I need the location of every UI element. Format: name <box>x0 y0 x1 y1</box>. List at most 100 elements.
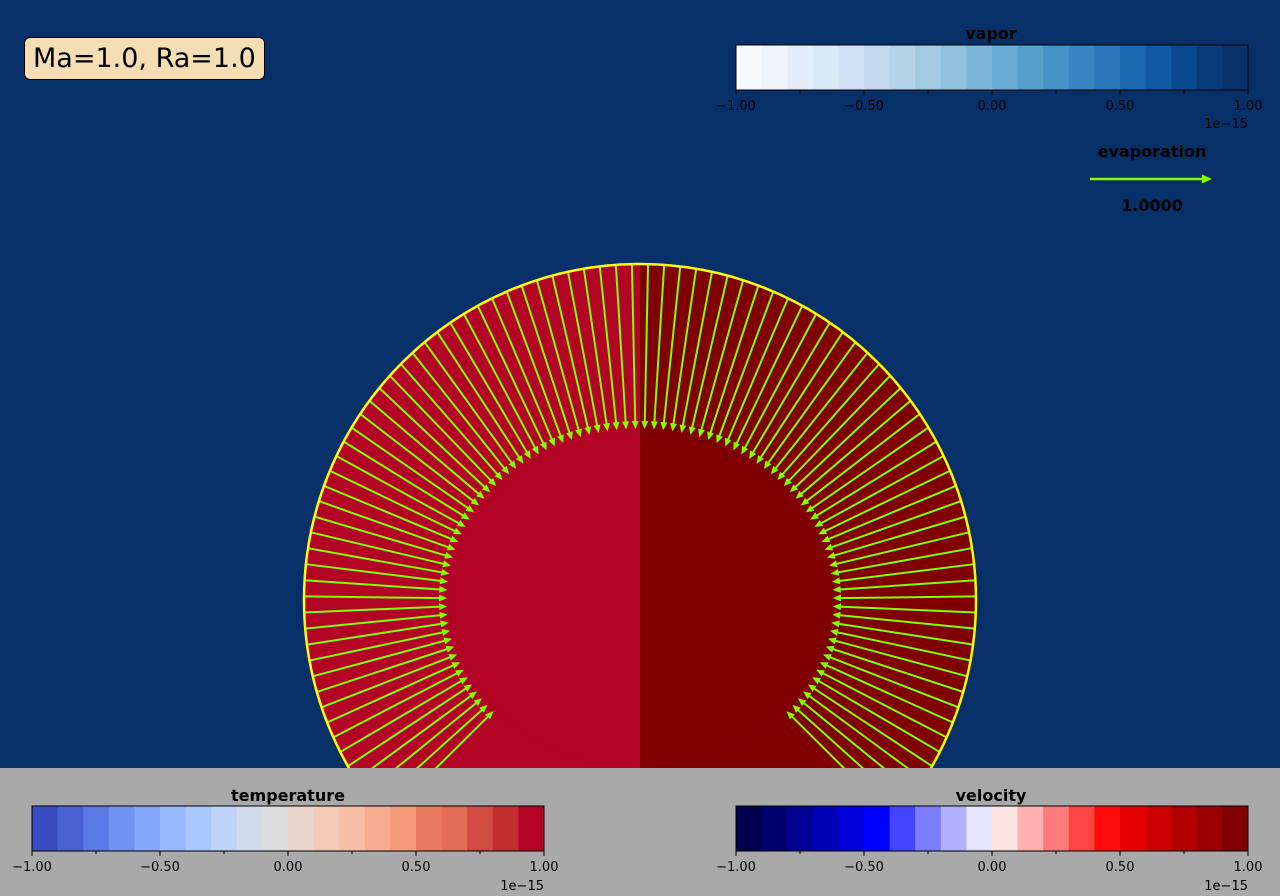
evaporation-arrow-head <box>465 504 475 513</box>
evaporation-arrow-head <box>548 437 555 447</box>
evaporation-arrow-head <box>641 420 649 430</box>
evaporation-arrow-head <box>485 711 494 720</box>
evaporation-arrow-head <box>805 504 815 513</box>
vapor-colorbar: vapor −1.00 −0.50 0.00 0.50 1.00 1e−15 <box>716 24 1262 132</box>
evaporation-arrow-head <box>451 662 461 669</box>
evaporation-arrow-head <box>819 662 829 669</box>
evaporation-arrow <box>378 387 489 491</box>
evaporation-arrow <box>598 266 618 428</box>
velocity-colorbar-cell <box>889 806 916 851</box>
temperature-colorbar-cell <box>134 806 161 851</box>
evaporation-arrow-head <box>501 465 510 475</box>
velocity-colorbar-tick-label: −0.50 <box>844 860 884 875</box>
evaporation-arrow <box>434 712 492 768</box>
evaporation-arrow-head <box>789 484 799 493</box>
evaporation-arrow-head <box>816 669 825 677</box>
evaporation-arrow <box>351 426 473 512</box>
evaporation-arrow-head <box>749 450 757 459</box>
evaporation-arrow-head <box>479 704 488 713</box>
temperature-colorbar: temperature −1.00 −0.50 0.00 0.50 1.00 1e−15 <box>12 786 558 894</box>
velocity-colorbar-tick-label: 0.00 <box>978 860 1007 875</box>
evaporation-arrow-head <box>795 490 804 499</box>
temperature-colorbar-cell <box>390 806 417 851</box>
evaporation-arrow-head <box>825 645 835 653</box>
vapor-colorbar-cell <box>992 45 1019 90</box>
evaporation-arrow-head <box>612 421 620 431</box>
vapor-colorbar-cell <box>1043 45 1070 90</box>
evaporation-arrow <box>829 515 966 558</box>
evaporation-arrow <box>831 531 970 566</box>
evaporation-arrow-head <box>468 691 477 699</box>
temperature-colorbar-cell <box>416 806 443 851</box>
evaporation-arrow <box>832 630 971 662</box>
temperature-colorbar-title: temperature <box>231 786 345 805</box>
evaporation-arrow <box>423 341 516 468</box>
evaporation-arrow-head <box>593 424 601 433</box>
temperature-colorbar-tick-label: 0.50 <box>402 860 431 875</box>
vapor-colorbar-cell <box>838 45 865 90</box>
evaporation-arrow <box>764 341 857 468</box>
temperature-colorbar-cell <box>364 806 391 851</box>
temperature-colorbar-cell <box>313 806 340 851</box>
evaporation-arrow-head <box>824 543 834 551</box>
evaporation-key: evaporation 1.0000 <box>1090 142 1212 215</box>
evaporation-arrow <box>326 662 458 724</box>
evaporation-arrow <box>835 605 976 614</box>
vapor-colorbar-cell <box>966 45 993 90</box>
evaporation-arrow-head <box>461 512 470 520</box>
vapor-colorbar-cell <box>1017 45 1044 90</box>
evaporation-arrow-head <box>476 490 485 499</box>
evaporation-arrow-head <box>622 421 630 430</box>
evaporation-arrow-head <box>756 455 764 464</box>
temperature-colorbar-tick-label: −0.50 <box>140 860 180 875</box>
evaporation-arrow <box>582 268 609 429</box>
evaporation-arrow-head <box>733 441 740 451</box>
evaporation-arrow <box>804 692 910 768</box>
velocity-colorbar-cell <box>1145 806 1172 851</box>
evaporation-arrow <box>807 426 929 512</box>
evaporation-arrow-head <box>829 628 839 636</box>
evaporation-arrow-head <box>453 527 462 535</box>
vapor-colorbar-tick-label: −1.00 <box>716 99 756 114</box>
evaporation-arrow-head <box>670 422 677 432</box>
temperature-colorbar-cell <box>32 806 59 851</box>
velocity-colorbar-cell <box>1171 806 1198 851</box>
evaporation-arrow <box>823 484 957 542</box>
vapor-colorbar-cell <box>1120 45 1147 90</box>
velocity-colorbar-cell <box>992 806 1019 851</box>
evaporation-arrow <box>343 440 468 519</box>
evaporation-arrow-head <box>438 603 448 611</box>
temperature-colorbar-tick-label: 0.00 <box>274 860 303 875</box>
evaporation-arrow-head <box>831 577 841 585</box>
evaporation-arrow <box>614 264 627 427</box>
velocity-colorbar-cell <box>1017 806 1044 851</box>
evaporation-arrow-head <box>650 421 658 430</box>
evaporation-arrow <box>359 413 478 505</box>
droplet-plot <box>302 262 978 768</box>
evaporation-arrow <box>826 500 962 550</box>
evaporation-arrow <box>520 285 572 438</box>
evaporation-arrow-head <box>821 535 831 543</box>
vapor-colorbar-cell <box>915 45 942 90</box>
evaporation-arrow-head <box>540 441 547 451</box>
evaporation-arrow <box>551 275 590 433</box>
velocity-colorbar-tick-label: −1.00 <box>716 860 756 875</box>
evaporation-arrow <box>436 331 523 462</box>
evaporation-arrow <box>802 413 921 505</box>
evaporation-arrow <box>794 706 865 768</box>
evaporation-arrow <box>318 500 454 550</box>
drop-region-right <box>640 432 830 768</box>
evaporation-arrow-head <box>810 512 819 520</box>
evaporation-arrow <box>690 275 729 433</box>
evaporation-arrow-head <box>797 698 807 707</box>
evaporation-arrow-head <box>438 594 448 602</box>
evaporation-arrow <box>788 712 846 768</box>
evaporation-arrow <box>725 297 789 445</box>
evaporation-arrow-head <box>832 594 842 602</box>
evaporation-arrow-head <box>523 450 531 459</box>
vapor-colorbar-cell <box>1068 45 1095 90</box>
evaporation-arrow <box>733 305 804 449</box>
evaporation-arrow-head <box>826 552 836 559</box>
evaporation-arrow-head <box>792 704 801 713</box>
evaporation-arrow-head <box>557 434 564 444</box>
